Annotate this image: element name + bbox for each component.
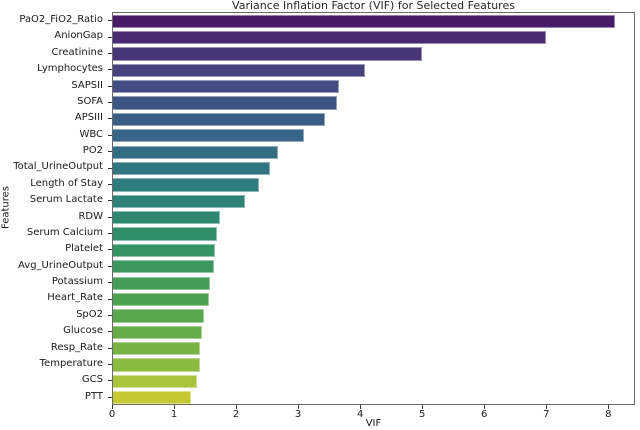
y-tick-mark: [108, 216, 112, 218]
y-tick-mark: [108, 134, 112, 136]
bar: [113, 374, 198, 389]
x-tick-label: 4: [356, 409, 364, 420]
y-tick-label: Platelet: [65, 243, 103, 255]
bar: [113, 391, 191, 405]
y-tick-label: Serum Calcium: [26, 226, 103, 238]
y-tick-label: SOFA: [77, 95, 103, 107]
y-tick-label: APSIII: [74, 112, 103, 124]
x-tick-mark: [360, 405, 362, 409]
y-tick-mark: [108, 347, 112, 349]
y-tick-mark: [108, 200, 112, 202]
bar: [113, 129, 305, 143]
y-tick-label: Resp_Rate: [50, 341, 103, 353]
y-tick-label: Glucose: [63, 325, 103, 337]
y-tick-label: PO2: [82, 145, 103, 156]
y-tick-mark: [108, 151, 112, 153]
bar: [113, 292, 210, 307]
plot-area: [112, 12, 635, 405]
x-tick-label: 8: [605, 409, 612, 420]
bar: [113, 80, 340, 94]
y-tick-label: Avg_UrineOutput: [18, 259, 103, 271]
bar: [113, 63, 365, 77]
x-tick-mark: [174, 405, 176, 409]
y-tick-mark: [108, 265, 112, 267]
y-tick-mark: [108, 118, 112, 120]
y-tick-mark: [108, 396, 112, 398]
x-tick-mark: [298, 405, 300, 409]
x-tick-mark: [422, 405, 424, 409]
x-tick-label: 3: [294, 409, 302, 420]
y-tick-label: PTT: [84, 390, 103, 402]
x-tick-mark: [112, 405, 113, 409]
y-tick-label: PaO2_FiO2_Ratio: [19, 14, 103, 25]
bar: [113, 211, 220, 225]
x-tick-label: 5: [419, 409, 426, 420]
x-tick-label: 7: [543, 409, 550, 420]
y-tick-mark: [108, 183, 112, 185]
y-tick-mark: [108, 102, 112, 104]
y-tick-mark: [108, 233, 112, 235]
bar: [113, 194, 246, 208]
bar: [113, 145, 279, 159]
y-tick-mark: [108, 20, 112, 22]
x-tick-label: 1: [170, 409, 178, 420]
y-tick-mark: [108, 249, 112, 251]
bar: [113, 96, 337, 110]
x-tick-label: 0: [108, 409, 116, 420]
y-tick-mark: [108, 167, 112, 169]
y-tick-label: RDW: [78, 210, 103, 222]
bar: [113, 30, 547, 45]
bar: [113, 276, 210, 290]
bar: [113, 342, 201, 356]
y-tick-label: GCS: [81, 374, 103, 386]
x-axis-label: VIF: [365, 418, 382, 429]
chart-title: Variance Inflation Factor (VIF) for Sele…: [232, 0, 515, 12]
x-tick-label: 6: [481, 409, 488, 420]
bar: [113, 243, 216, 258]
y-tick-mark: [108, 380, 112, 382]
y-tick-mark: [108, 69, 112, 71]
y-tick-label: Creatinine: [51, 46, 103, 58]
y-tick-label: Total_UrineOutput: [13, 161, 103, 173]
bar: [113, 227, 217, 241]
bar: [113, 47, 422, 61]
y-tick-mark: [108, 298, 112, 300]
bar: [113, 14, 615, 28]
y-tick-label: SpO2: [76, 308, 103, 320]
y-tick-label: Serum Lactate: [29, 194, 103, 206]
bar: [113, 358, 200, 372]
y-tick-label: WBC: [79, 128, 103, 140]
y-tick-mark: [108, 85, 112, 87]
y-tick-mark: [108, 282, 112, 284]
bar: [113, 178, 260, 192]
bar: [113, 325, 202, 339]
bar: [113, 309, 204, 323]
x-tick-mark: [546, 405, 548, 409]
x-tick-mark: [236, 405, 238, 409]
x-tick-mark: [484, 405, 486, 409]
x-tick-label: 2: [232, 409, 240, 420]
x-tick-mark: [608, 405, 610, 409]
y-tick-mark: [108, 331, 112, 333]
y-tick-mark: [108, 36, 112, 38]
bar: [113, 260, 215, 274]
y-tick-mark: [108, 314, 112, 316]
y-tick-label: Length of Stay: [30, 177, 103, 189]
bar: [113, 112, 326, 127]
y-tick-label: Heart_Rate: [47, 292, 103, 304]
y-tick-label: AnionGap: [54, 30, 103, 42]
y-tick-mark: [108, 364, 112, 366]
bar: [113, 161, 270, 176]
y-tick-label: Potassium: [51, 276, 103, 287]
y-tick-label: Lymphocytes: [37, 63, 103, 75]
y-tick-label: Temperature: [39, 357, 103, 369]
y-tick-mark: [108, 52, 112, 54]
y-tick-label: SAPSII: [71, 79, 103, 91]
